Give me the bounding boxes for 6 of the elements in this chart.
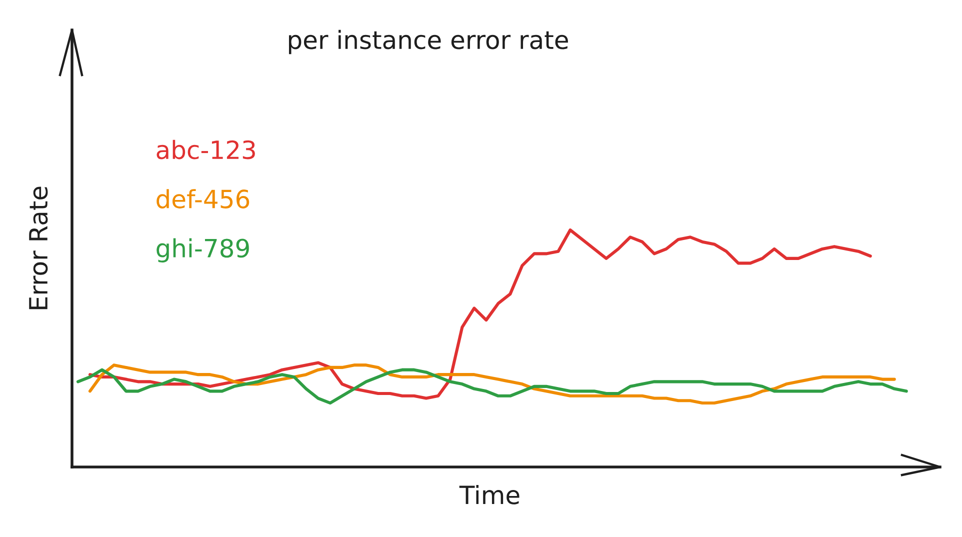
text: def-456 [156, 189, 250, 208]
y-axis-title: Error Rate [29, 186, 48, 310]
text: abc-123 [156, 140, 255, 160]
x-axis-title: Time [459, 485, 520, 504]
text: ghi-789 [156, 238, 249, 262]
chart-title: per instance error rate [288, 30, 568, 54]
